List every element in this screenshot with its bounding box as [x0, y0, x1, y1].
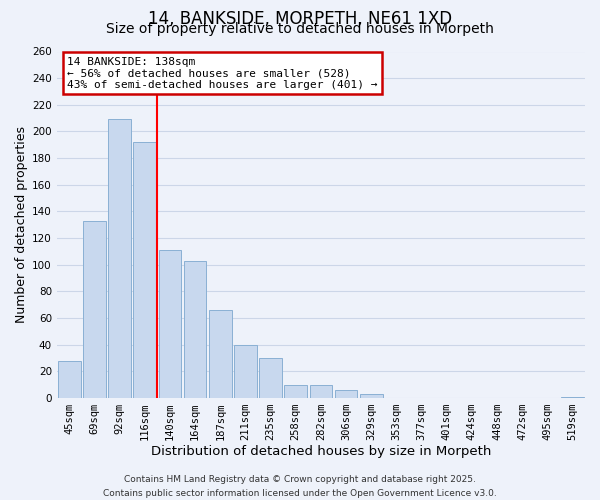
Bar	[58, 360, 80, 398]
Text: Size of property relative to detached houses in Morpeth: Size of property relative to detached ho…	[106, 22, 494, 36]
Bar	[259, 358, 282, 398]
Bar	[133, 142, 156, 398]
Bar	[360, 394, 383, 398]
Bar	[310, 384, 332, 398]
Text: Contains HM Land Registry data © Crown copyright and database right 2025.
Contai: Contains HM Land Registry data © Crown c…	[103, 476, 497, 498]
Bar	[335, 390, 358, 398]
X-axis label: Distribution of detached houses by size in Morpeth: Distribution of detached houses by size …	[151, 444, 491, 458]
Y-axis label: Number of detached properties: Number of detached properties	[15, 126, 28, 323]
Bar	[234, 344, 257, 398]
Bar	[83, 220, 106, 398]
Text: 14 BANKSIDE: 138sqm
← 56% of detached houses are smaller (528)
43% of semi-detac: 14 BANKSIDE: 138sqm ← 56% of detached ho…	[67, 56, 378, 90]
Bar	[561, 396, 584, 398]
Bar	[209, 310, 232, 398]
Bar	[284, 384, 307, 398]
Bar	[109, 120, 131, 398]
Bar	[158, 250, 181, 398]
Text: 14, BANKSIDE, MORPETH, NE61 1XD: 14, BANKSIDE, MORPETH, NE61 1XD	[148, 10, 452, 28]
Bar	[184, 260, 206, 398]
